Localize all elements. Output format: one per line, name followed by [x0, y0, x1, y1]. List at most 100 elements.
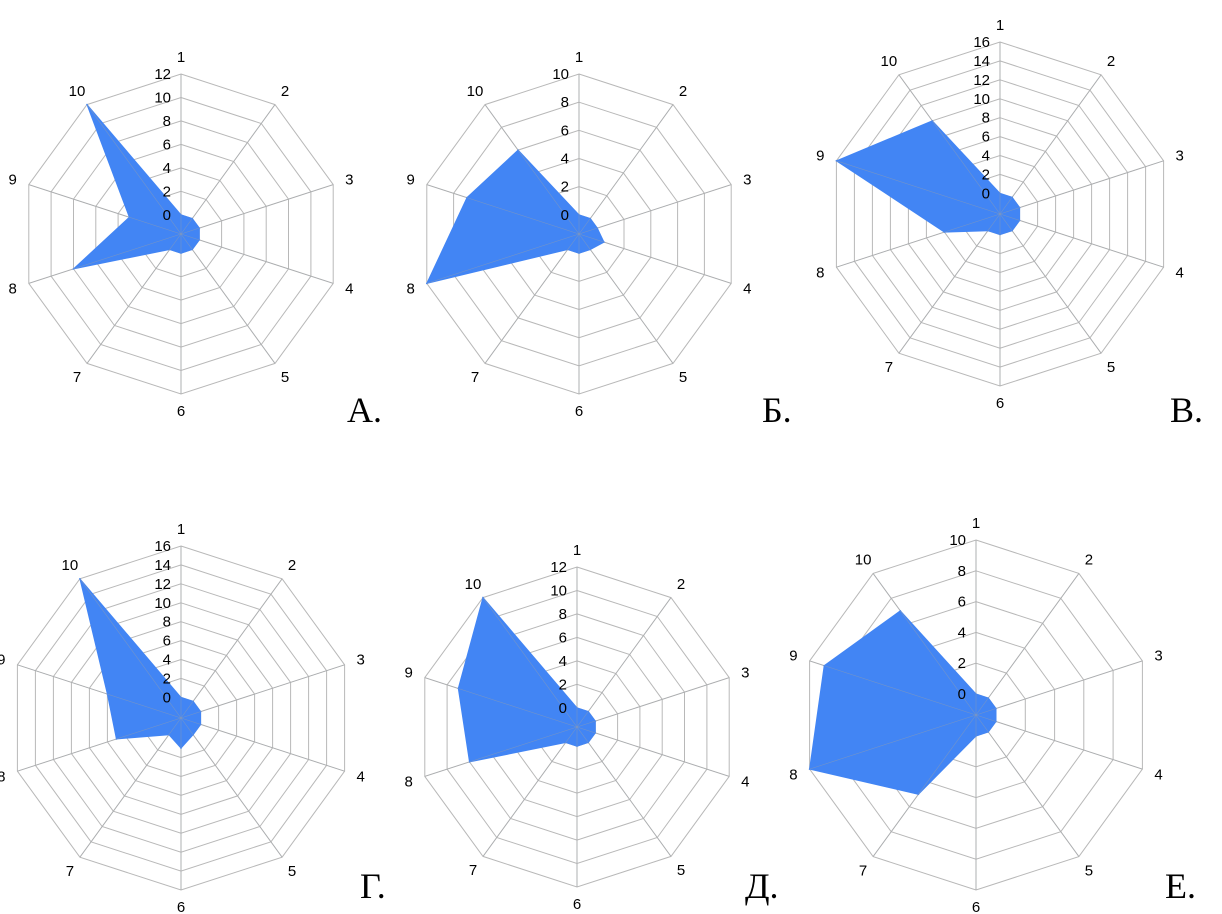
- grid-spoke-overlay: [872, 573, 977, 716]
- tick-label: 6: [561, 122, 569, 139]
- tick-label: 10: [552, 66, 569, 83]
- tick-label: 4: [561, 151, 569, 168]
- category-label: 4: [345, 281, 353, 298]
- panel-letter: Б.: [762, 390, 792, 430]
- tick-label: 6: [958, 594, 966, 611]
- tick-label: 6: [163, 633, 171, 650]
- grid-spoke-overlay: [999, 74, 1102, 215]
- series-area: [835, 120, 1021, 236]
- category-label: 7: [73, 369, 81, 386]
- category-label: 10: [465, 576, 482, 593]
- category-label: 5: [1085, 862, 1093, 879]
- category-label: 1: [177, 49, 185, 66]
- tick-label: 0: [163, 689, 171, 706]
- category-label: 3: [1176, 148, 1184, 165]
- tick-label: 10: [949, 532, 966, 549]
- grid-spoke-overlay: [28, 233, 182, 284]
- grid-spoke-overlay: [180, 717, 283, 858]
- tick-label: 4: [958, 624, 966, 641]
- tick-label: 2: [958, 655, 966, 672]
- category-label: 2: [288, 557, 296, 574]
- category-label: 10: [467, 83, 484, 100]
- grid-spoke-overlay: [999, 213, 1102, 354]
- tick-label: 6: [163, 136, 171, 153]
- series-area: [457, 596, 596, 763]
- category-label: 2: [281, 83, 289, 100]
- tick-label: 12: [154, 66, 171, 83]
- grid-spoke-overlay: [17, 664, 182, 719]
- panel-letter: Д.: [745, 866, 779, 906]
- category-label: 6: [177, 899, 185, 914]
- category-label: 8: [816, 264, 824, 281]
- category-label: 7: [66, 863, 74, 880]
- category-label: 1: [575, 49, 583, 66]
- grid-spoke-overlay: [426, 233, 580, 284]
- category-label: 5: [281, 369, 289, 386]
- tick-label: 8: [982, 110, 990, 127]
- category-label: 3: [743, 171, 751, 188]
- category-label: 5: [288, 863, 296, 880]
- tick-label: 2: [561, 179, 569, 196]
- grid-spoke-overlay: [86, 104, 182, 235]
- category-label: 10: [69, 83, 86, 100]
- tick-label: 2: [163, 670, 171, 687]
- grid-spoke-overlay: [484, 233, 580, 364]
- grid-spoke-overlay: [836, 160, 1001, 215]
- tick-label: 10: [550, 583, 567, 600]
- tick-label: 4: [982, 148, 990, 165]
- grid-spoke-overlay: [999, 213, 1164, 268]
- grid-spoke-overlay: [180, 104, 276, 235]
- category-label: 5: [1107, 359, 1115, 376]
- tick-label: 2: [559, 676, 567, 693]
- category-label: 10: [855, 552, 872, 569]
- category-label: 7: [859, 862, 867, 879]
- tick-label: 4: [163, 652, 171, 669]
- tick-label: 0: [561, 207, 569, 224]
- grid-spoke-overlay: [180, 717, 345, 772]
- grid-spoke-overlay: [975, 573, 1080, 716]
- grid-spoke-overlay: [180, 184, 334, 235]
- category-label: 8: [405, 774, 413, 791]
- tick-label: 12: [154, 576, 171, 593]
- category-label: 6: [573, 896, 581, 913]
- tick-label: 10: [154, 90, 171, 107]
- category-label: 9: [9, 171, 17, 188]
- category-label: 6: [177, 403, 185, 420]
- tick-label: 10: [973, 91, 990, 108]
- category-label: 6: [575, 403, 583, 420]
- tick-label: 2: [982, 166, 990, 183]
- grid-spoke-overlay: [576, 677, 730, 728]
- tick-label: 8: [163, 614, 171, 631]
- tick-label: 12: [973, 72, 990, 89]
- tick-label: 4: [559, 653, 567, 670]
- tick-label: 6: [559, 629, 567, 646]
- category-label: 7: [471, 369, 479, 386]
- category-label: 8: [0, 768, 5, 785]
- grid-spoke-overlay: [578, 104, 674, 235]
- tick-label: 4: [163, 160, 171, 177]
- panel-letter: А.: [347, 390, 382, 430]
- category-label: 4: [741, 774, 749, 791]
- tick-label: 16: [973, 34, 990, 51]
- category-label: 4: [1176, 264, 1184, 281]
- grid-spoke-overlay: [576, 726, 672, 857]
- grid-spoke-overlay: [809, 714, 977, 770]
- tick-label: 8: [958, 563, 966, 580]
- category-label: 9: [789, 648, 797, 665]
- category-label: 5: [677, 862, 685, 879]
- grid-spoke-overlay: [180, 578, 283, 719]
- category-label: 8: [9, 281, 17, 298]
- grid-spoke-overlay: [28, 184, 182, 235]
- category-label: 2: [1085, 552, 1093, 569]
- grid-spoke-overlay: [975, 660, 1143, 716]
- grid-spoke-overlay: [482, 597, 578, 728]
- grid-spoke-overlay: [999, 160, 1164, 215]
- tick-label: 6: [982, 129, 990, 146]
- grid-spoke-overlay: [576, 597, 672, 728]
- grid-spoke-overlay: [898, 213, 1001, 354]
